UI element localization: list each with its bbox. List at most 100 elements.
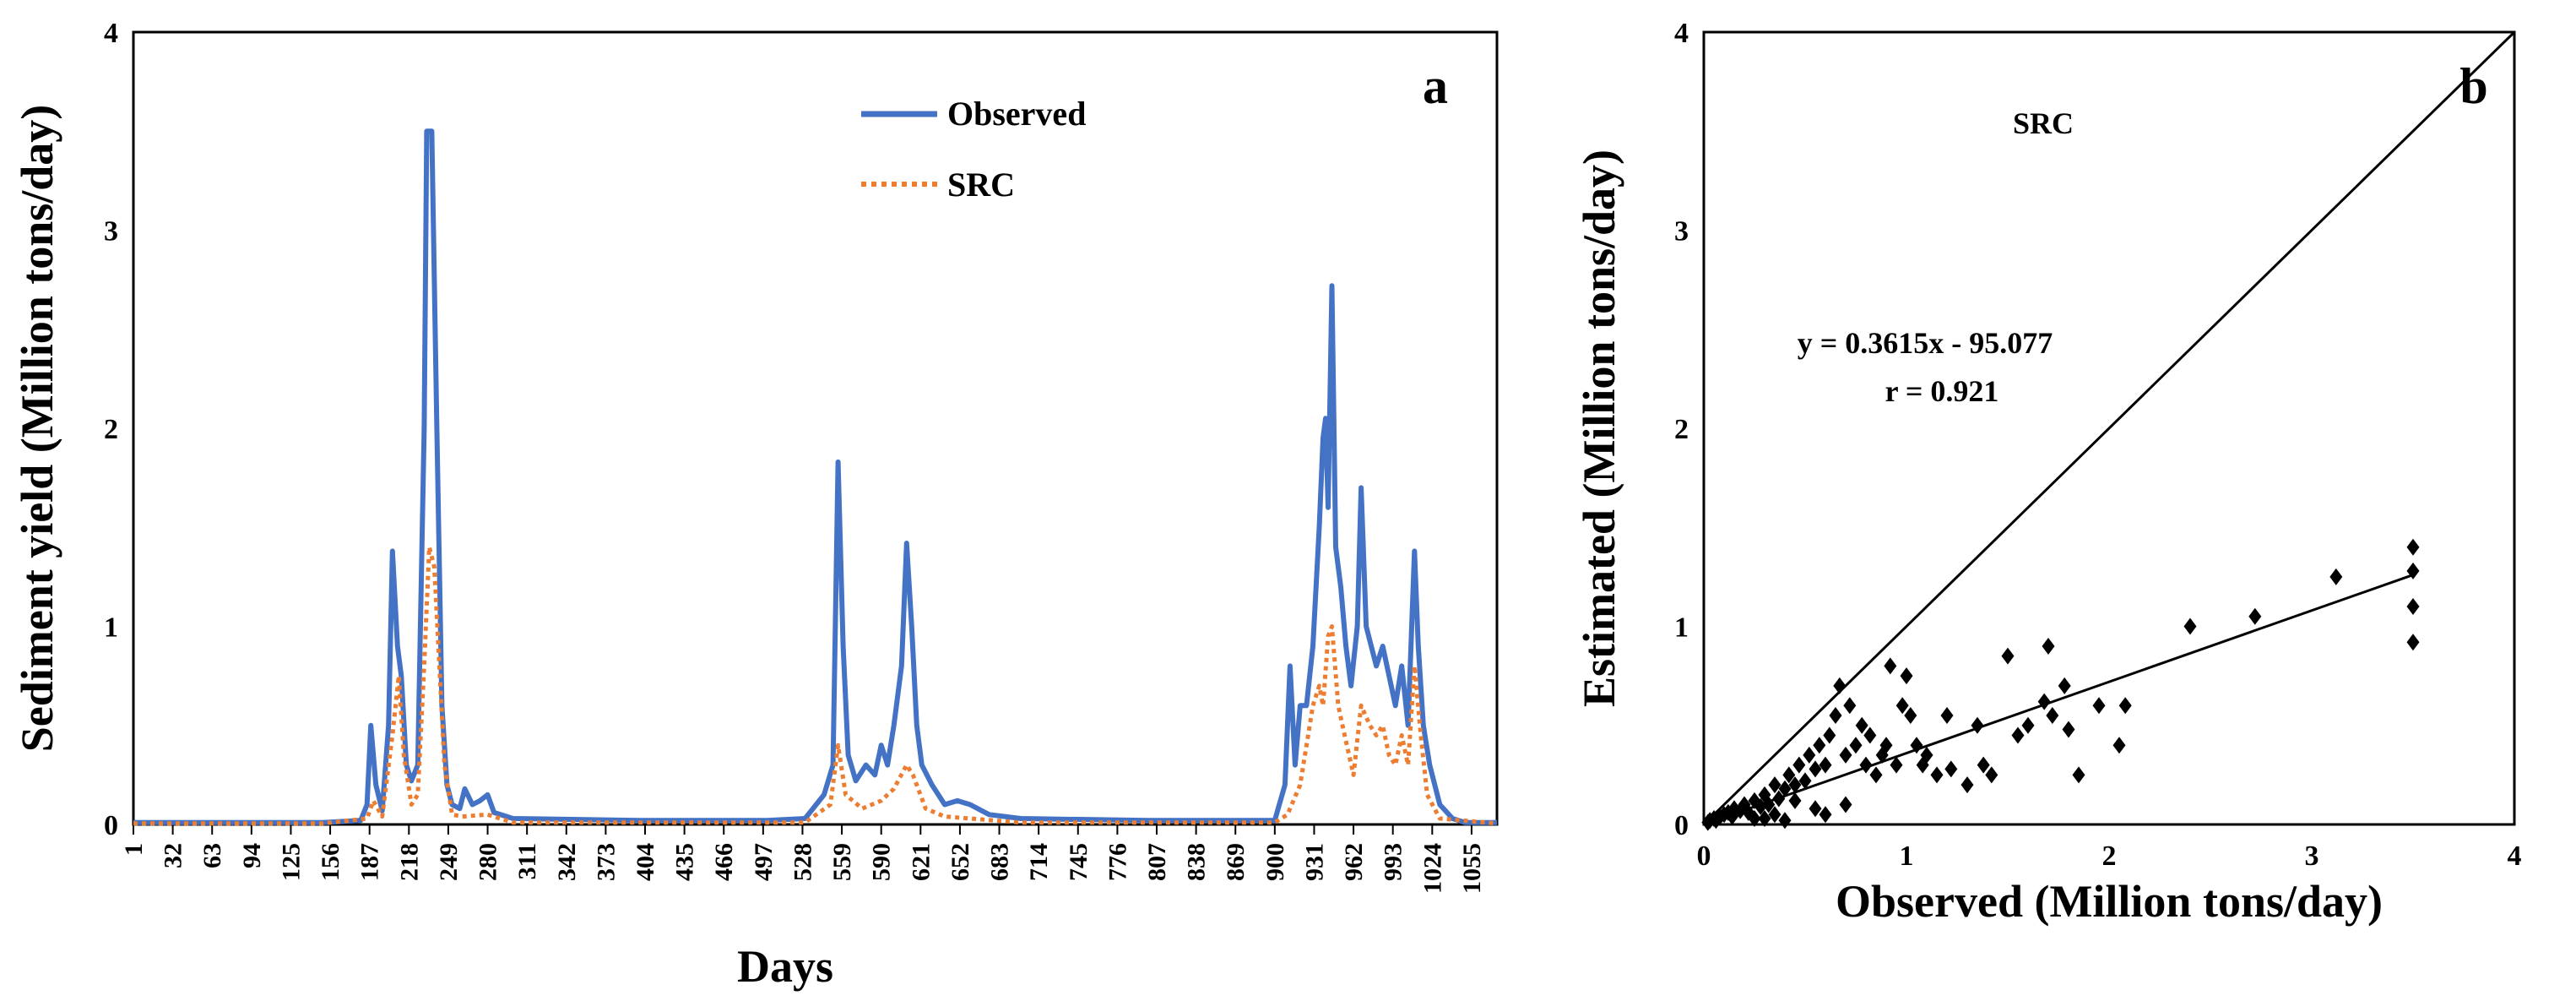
scatter-point [1809, 760, 1822, 778]
scatter-point [1900, 667, 1913, 685]
scatter-point [1829, 707, 1842, 725]
scatter-point [1977, 756, 1990, 774]
panel-b-x-tick-label: 0 [1697, 841, 1711, 872]
panel-a-x-tick-label: 1055 [1458, 843, 1486, 894]
scatter-point [1863, 726, 1877, 744]
regression-line [1703, 574, 2414, 826]
panel-a-x-tick-label: 218 [395, 843, 423, 881]
scatter-point [2058, 677, 2071, 694]
scatter-point [2112, 737, 2126, 754]
scatter-point [1788, 792, 1802, 809]
scatter-point [2406, 562, 2420, 579]
panel-a-x-tick-label: 156 [317, 843, 344, 881]
scatter-point [1819, 806, 1832, 824]
panel-a-series [133, 128, 1498, 826]
one-to-one-line [1702, 30, 2516, 826]
scatter-point [1748, 809, 1761, 827]
panel-b-y-tick-label: 2 [1674, 414, 1689, 445]
scatter-point [2406, 598, 2420, 616]
panel-b-x-ticks: 0 1 2 3 4 [1697, 841, 2522, 872]
scatter-point [1782, 766, 1796, 784]
scatter-point [1890, 756, 1903, 774]
scatter-point [1839, 796, 1852, 813]
scatter-point [1823, 726, 1836, 744]
panel-b-y-tick-label: 1 [1674, 612, 1689, 644]
scatter-point [1762, 796, 1776, 813]
panel-a-x-tick-label: 342 [553, 843, 581, 881]
scatter-point [2406, 634, 2420, 651]
panel-a-x-tick-label: 590 [868, 843, 896, 881]
panel-a-x-tick-label: 714 [1025, 843, 1053, 881]
scatter-point [2118, 697, 2132, 715]
scatter-point [1768, 806, 1782, 824]
scatter-point [1809, 800, 1822, 818]
scatter-point [1754, 797, 1767, 815]
panel-a-y-ticks: 0 1 2 3 4 [104, 18, 118, 841]
panel-a-x-tick-label: 993 [1380, 843, 1407, 881]
scatter-point [2037, 693, 2051, 710]
panel-b-y-axis-title: Estimated (Million tons/day) [1574, 150, 1624, 707]
scatter-point [1843, 697, 1857, 715]
panel-a-y-tick-label: 0 [104, 810, 118, 841]
scatter-point [1971, 716, 1984, 734]
scatter-point [1813, 737, 1826, 754]
scatter-point [1788, 776, 1802, 794]
panel-b-x-tick-label: 1 [1900, 841, 1914, 872]
scatter-point [2021, 716, 2035, 734]
panel-b-y-tick-label: 0 [1674, 810, 1689, 841]
panel-a-x-tick-label: 32 [160, 843, 187, 868]
panel-a-x-tick-label: 528 [789, 843, 816, 881]
panel-a-x-tick-label: 404 [632, 843, 659, 881]
panel-b-y-ticks: 0 1 2 3 4 [1674, 18, 1689, 841]
panel-a-x-tick-label: 1 [120, 843, 148, 856]
panel-b-label: b [2459, 58, 2487, 114]
panel-a-x-tick-label: 249 [435, 843, 463, 881]
scatter-point [1960, 776, 1974, 794]
panel-b-scatter-chart: 0 1 2 3 4 0 1 2 3 4 Estimated (Million tons/day)… [1574, 18, 2522, 927]
panel-a-legend: Observed SRC [861, 95, 1086, 204]
panel-b-points [1701, 538, 2420, 831]
panel-a-x-tick-label: 652 [946, 843, 974, 881]
panel-b-y-tick-label: 3 [1674, 216, 1689, 248]
scatter-point [1849, 737, 1863, 754]
scatter-point [1855, 716, 1868, 734]
scatter-point [1985, 766, 1998, 784]
panel-a-x-tick-label: 373 [592, 843, 620, 881]
panel-a-x-tick-label: 962 [1340, 843, 1368, 881]
scatter-point [2042, 637, 2055, 655]
scatter-point [1803, 746, 1816, 764]
panel-a-x-tick-label: 807 [1143, 843, 1171, 881]
panel-b-lines [1702, 30, 2516, 826]
panel-b-y-tick-label: 4 [1674, 18, 1689, 49]
scatter-point [1904, 707, 1917, 725]
panel-a-x-tick-label: 94 [238, 843, 266, 868]
series-line-observed [133, 128, 1497, 825]
scatter-point [1798, 772, 1812, 790]
panel-a-x-tick-label: 435 [671, 843, 699, 881]
panel-b-x-tick-label: 3 [2305, 841, 2319, 872]
scatter-point [2011, 726, 2025, 744]
scatter-point [1879, 737, 1893, 754]
scatter-point [2046, 707, 2059, 725]
panel-b-x-axis-title: Observed (Million tons/day) [1836, 876, 2383, 927]
panel-a-x-tick-label: 311 [513, 843, 541, 879]
panel-a-y-tick-label: 3 [104, 216, 118, 248]
panel-a-x-tick-label: 466 [710, 843, 738, 881]
panel-a-x-tick-label: 931 [1300, 843, 1328, 881]
scatter-point [1778, 812, 1792, 830]
panel-a-x-tick-label: 621 [907, 843, 935, 881]
scatter-point [1920, 746, 1933, 764]
legend-label-src: SRC [947, 166, 1015, 204]
scatter-point [1884, 657, 1897, 675]
panel-a-y-tick-label: 4 [104, 18, 118, 49]
panel-a-x-tick-label: 125 [277, 843, 305, 881]
panel-b-x-tick-label: 2 [2102, 841, 2117, 872]
panel-a-x-tick-label: 1024 [1418, 843, 1446, 894]
scatter-point [2183, 617, 2197, 635]
panel-a-x-tick-label: 280 [475, 843, 502, 881]
scatter-point [2001, 647, 2015, 665]
scatter-point [1772, 790, 1786, 808]
scatter-point [2062, 721, 2075, 738]
